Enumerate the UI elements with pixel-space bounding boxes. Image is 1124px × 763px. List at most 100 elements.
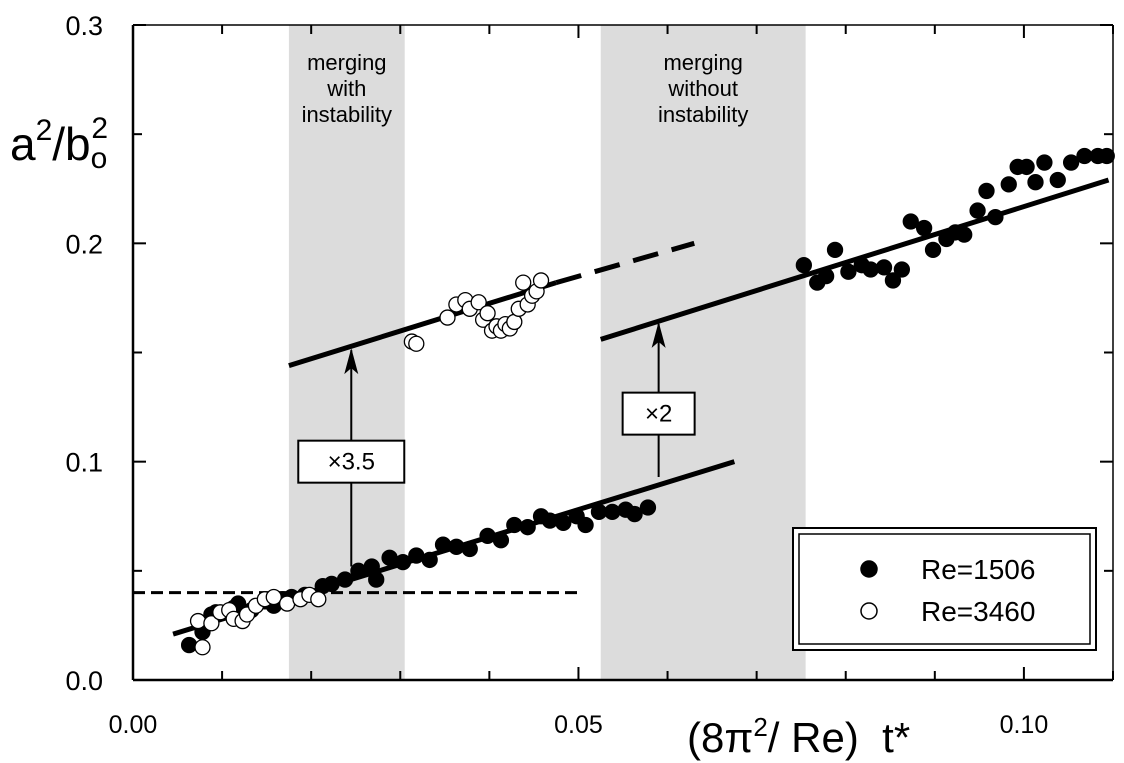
y-axis-label-part: 2 (36, 114, 53, 147)
point-re1506 (323, 575, 340, 593)
band-label: instability (658, 102, 748, 127)
point-re1506 (1049, 171, 1066, 189)
y-axis-label: a2/bo2 (10, 112, 108, 175)
point-re1506 (875, 259, 893, 276)
point-re3460 (203, 615, 220, 632)
shaded-bands: mergingwithinstabilitymergingwithoutinst… (288, 25, 806, 680)
point-re1506 (826, 241, 844, 259)
factor-label: ×3.5 (328, 449, 375, 476)
point-re3460 (515, 274, 532, 291)
point-re1506 (1062, 154, 1080, 171)
point-re1506 (368, 571, 385, 588)
point-re1506 (1000, 176, 1017, 193)
point-re1506 (381, 549, 398, 566)
point-re1506 (180, 636, 198, 654)
point-re1506 (336, 571, 354, 588)
band-label: merging (663, 50, 742, 75)
band-label: merging (307, 50, 386, 75)
point-re3460 (278, 595, 296, 612)
point-re1506 (795, 257, 813, 274)
y-axis-label-part: 2 (91, 112, 108, 145)
point-re1506 (448, 538, 465, 555)
point-re1506 (604, 503, 621, 521)
point-re1506 (350, 562, 367, 579)
point-re1506 (924, 241, 942, 259)
point-re1506 (506, 516, 523, 534)
point-re1506 (969, 202, 986, 219)
y-tick-label: 0.1 (65, 448, 103, 478)
dashed-fit-line (555, 240, 695, 286)
point-re1506 (915, 219, 933, 237)
point-re3460 (470, 294, 487, 311)
labels: a2/bo2 (8π2/ Re) t* (10, 112, 910, 761)
shaded-band (600, 25, 806, 680)
band-label: without (667, 76, 738, 101)
point-re1506 (639, 499, 657, 516)
x-tick-label: 0.05 (554, 711, 603, 739)
point-re1506 (394, 553, 412, 571)
point-re3460 (479, 305, 496, 322)
y-tick-label: 0.3 (65, 11, 103, 41)
point-re3460 (439, 309, 456, 326)
point-re3460 (194, 639, 211, 656)
band-label: instability (302, 102, 392, 127)
legend: Re=1506 Re=3460 (792, 527, 1097, 651)
band-label: with (326, 76, 366, 101)
x-tick-label: 0.00 (109, 711, 158, 739)
point-re1506 (862, 261, 879, 278)
point-re1506 (978, 182, 995, 200)
point-re1506 (1027, 174, 1044, 191)
point-re1506 (626, 505, 643, 523)
legend-inner-border (798, 533, 1091, 645)
point-re1506 (519, 519, 536, 536)
y-axis-label-part: a (10, 118, 36, 170)
point-re3460 (189, 612, 207, 630)
point-re3460 (408, 335, 425, 352)
point-re1506 (555, 514, 572, 531)
point-re1506 (884, 272, 902, 289)
arrows: ×3.5 ×2 (297, 321, 696, 567)
point-re1506 (1036, 154, 1053, 171)
legend-marker-re1506 (860, 560, 878, 578)
x-tick-label: 0.10 (1000, 711, 1049, 739)
point-re1506 (987, 208, 1004, 226)
x-axis-label-part: / Re) t* (768, 714, 910, 761)
point-re1506 (956, 226, 973, 243)
arrow-head (344, 348, 359, 375)
legend-marker-re3460 (860, 602, 878, 620)
x-axis-label-part: (8π (687, 714, 753, 761)
factor-label: ×2 (645, 401, 672, 428)
y-tick-label: 0.2 (65, 229, 103, 259)
y-tick-label: 0.0 (65, 666, 103, 696)
point-re3460 (532, 272, 550, 289)
factor-box (297, 439, 406, 484)
y-axis-label-part: o (91, 142, 108, 175)
factor-box (621, 391, 696, 436)
point-re1506 (541, 512, 559, 529)
legend-box (792, 527, 1097, 651)
x-axis-label: (8π2/ Re) t* (687, 712, 910, 761)
legend-label: Re=3460 (921, 596, 1035, 627)
fit-line (599, 177, 1110, 342)
point-re1506 (461, 540, 478, 558)
y-axis-label-part: /b (52, 118, 90, 170)
point-re1506 (479, 527, 496, 545)
point-re1506 (1098, 147, 1115, 165)
arrow-head (651, 321, 666, 348)
point-re1506 (840, 263, 857, 280)
x-axis-label-part: 2 (753, 712, 767, 742)
ticks: 0.00 0.05 0.10 0.0 0.1 0.2 0.3 (65, 11, 1114, 739)
point-re1506 (421, 551, 438, 569)
legend-label: Re=1506 (921, 554, 1035, 585)
point-re1506 (492, 532, 510, 549)
fit-line (288, 280, 557, 368)
point-re1506 (1018, 158, 1035, 176)
point-re3460 (265, 588, 282, 606)
point-re1506 (893, 261, 911, 278)
point-re1506 (817, 267, 835, 285)
data-points (180, 147, 1115, 656)
point-re1506 (902, 213, 919, 230)
point-re3460 (310, 591, 327, 608)
point-re1506 (577, 516, 594, 534)
